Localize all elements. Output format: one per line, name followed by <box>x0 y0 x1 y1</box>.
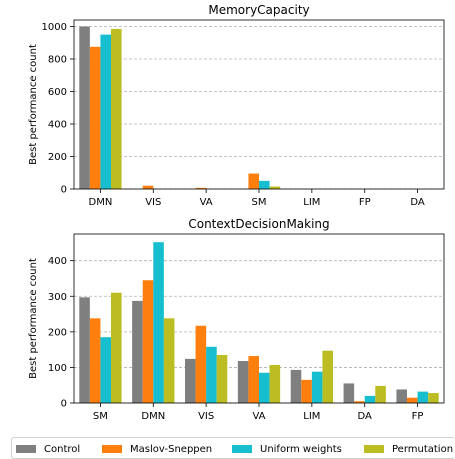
legend-item-maslov-sneppen: Maslov-Sneppen <box>102 441 212 457</box>
p1-bar-lim-uniform-weights <box>311 371 323 403</box>
p0-ytick-label-200: 200 <box>48 152 67 163</box>
p1-bar-da-permutation <box>375 385 386 403</box>
p1-xtick-label-dmn: DMN <box>141 411 165 422</box>
legend-swatch-maslov-sneppen <box>102 445 122 453</box>
p1-xtick-label-da: DA <box>358 411 373 422</box>
p1-xtick-label-va: VA <box>252 411 265 422</box>
p1-bar-vis-permutation <box>216 354 228 403</box>
p1-ytick-label-200: 200 <box>48 327 67 338</box>
p1-bar-lim-control <box>290 369 302 403</box>
p1-chart-title: ContextDecisionMaking <box>188 217 329 231</box>
legend: Control Maslov-Sneppen Uniform weights P… <box>11 437 455 459</box>
p0-y-axis-label: Best performance count <box>28 44 39 165</box>
p1-ytick-label-100: 100 <box>48 363 67 374</box>
p0-bar-sm-permutation <box>269 186 281 189</box>
p0-ytick-label-600: 600 <box>48 87 67 98</box>
legend-label-control: Control <box>44 443 81 455</box>
legend-swatch-uniform-weights <box>232 445 252 453</box>
p0-xtick-label-da: DA <box>410 197 425 208</box>
p0-xtick-label-dmn: DMN <box>89 197 113 208</box>
p0-bar-dmn-maslov-sneppen <box>89 46 101 189</box>
p1-bar-va-control <box>237 361 249 403</box>
p0-xtick-label-fp: FP <box>359 197 371 208</box>
p1-bar-da-control <box>343 383 355 403</box>
p1-axes-frame <box>73 233 445 404</box>
p1-xtick-label-lim: LIM <box>303 411 320 422</box>
p0-chart-title: MemoryCapacity <box>208 3 309 17</box>
p1-bar-fp-permutation <box>428 393 439 403</box>
legend-swatch-control <box>16 445 36 453</box>
p1-ytick-label-0: 0 <box>61 399 67 410</box>
p0-bar-dmn-permutation <box>111 28 122 189</box>
p0-bar-va-maslov-sneppen <box>195 187 207 189</box>
p0-ytick-label-1000: 1000 <box>42 22 67 33</box>
p0-bar-dmn-control <box>79 26 90 189</box>
p1-bar-lim-maslov-sneppen <box>301 379 312 403</box>
p1-bar-da-maslov-sneppen <box>354 401 365 403</box>
p1-ytick-label-400: 400 <box>48 256 67 267</box>
legend-label-uniform-weights: Uniform weights <box>260 443 342 455</box>
legend-label-maslov-sneppen: Maslov-Sneppen <box>130 443 213 455</box>
p0-bar-vis-maslov-sneppen <box>142 185 154 189</box>
p0-xtick-label-sm: SM <box>252 197 267 208</box>
p1-y-axis-label: Best performance count <box>28 258 39 379</box>
p1-bar-va-permutation <box>269 364 281 403</box>
p1-bar-sm-control <box>79 297 90 403</box>
p1-bar-da-uniform-weights <box>364 395 376 403</box>
p0-axes-frame <box>73 19 445 190</box>
legend-item-uniform-weights: Uniform weights <box>232 441 342 457</box>
p0-xtick-label-lim: LIM <box>303 197 320 208</box>
p0-xtick-label-vis: VIS <box>145 197 161 208</box>
p1-ytick-label-300: 300 <box>48 292 67 303</box>
p0-ytick-label-0: 0 <box>61 185 67 196</box>
p1-bar-fp-uniform-weights <box>417 391 429 403</box>
p1-bar-vis-control <box>185 358 196 403</box>
p0-ytick-label-800: 800 <box>48 55 67 66</box>
p1-bar-dmn-permutation <box>163 318 175 403</box>
p1-bar-sm-uniform-weights <box>100 337 111 403</box>
legend-item-control: Control <box>16 441 80 457</box>
legend-label-permutation: Permutation <box>392 443 454 455</box>
p1-bar-vis-uniform-weights <box>206 346 217 403</box>
p1-xtick-label-vis: VIS <box>198 411 214 422</box>
p1-xtick-label-fp: FP <box>412 411 424 422</box>
p0-bar-sm-uniform-weights <box>259 180 270 189</box>
p1-bar-va-maslov-sneppen <box>248 356 259 403</box>
p1-bar-fp-control <box>396 389 407 403</box>
p1-bar-sm-maslov-sneppen <box>89 318 101 403</box>
p1-bar-vis-maslov-sneppen <box>195 325 207 403</box>
p0-bar-dmn-uniform-weights <box>100 34 111 189</box>
p0-bar-sm-maslov-sneppen <box>248 173 259 189</box>
p0-xtick-label-va: VA <box>200 197 213 208</box>
legend-item-permutation: Permutation <box>364 441 453 457</box>
p1-bar-dmn-uniform-weights <box>153 242 164 403</box>
p1-bar-dmn-control <box>132 300 143 403</box>
p1-bar-va-uniform-weights <box>259 372 270 403</box>
p0-ytick-label-400: 400 <box>48 120 67 131</box>
p1-bar-dmn-maslov-sneppen <box>142 280 154 403</box>
p1-xtick-label-sm: SM <box>93 411 108 422</box>
p1-bar-fp-maslov-sneppen <box>407 397 418 403</box>
p1-bar-sm-permutation <box>111 292 122 403</box>
legend-swatch-permutation <box>364 445 384 453</box>
p1-bar-lim-permutation <box>322 350 333 403</box>
